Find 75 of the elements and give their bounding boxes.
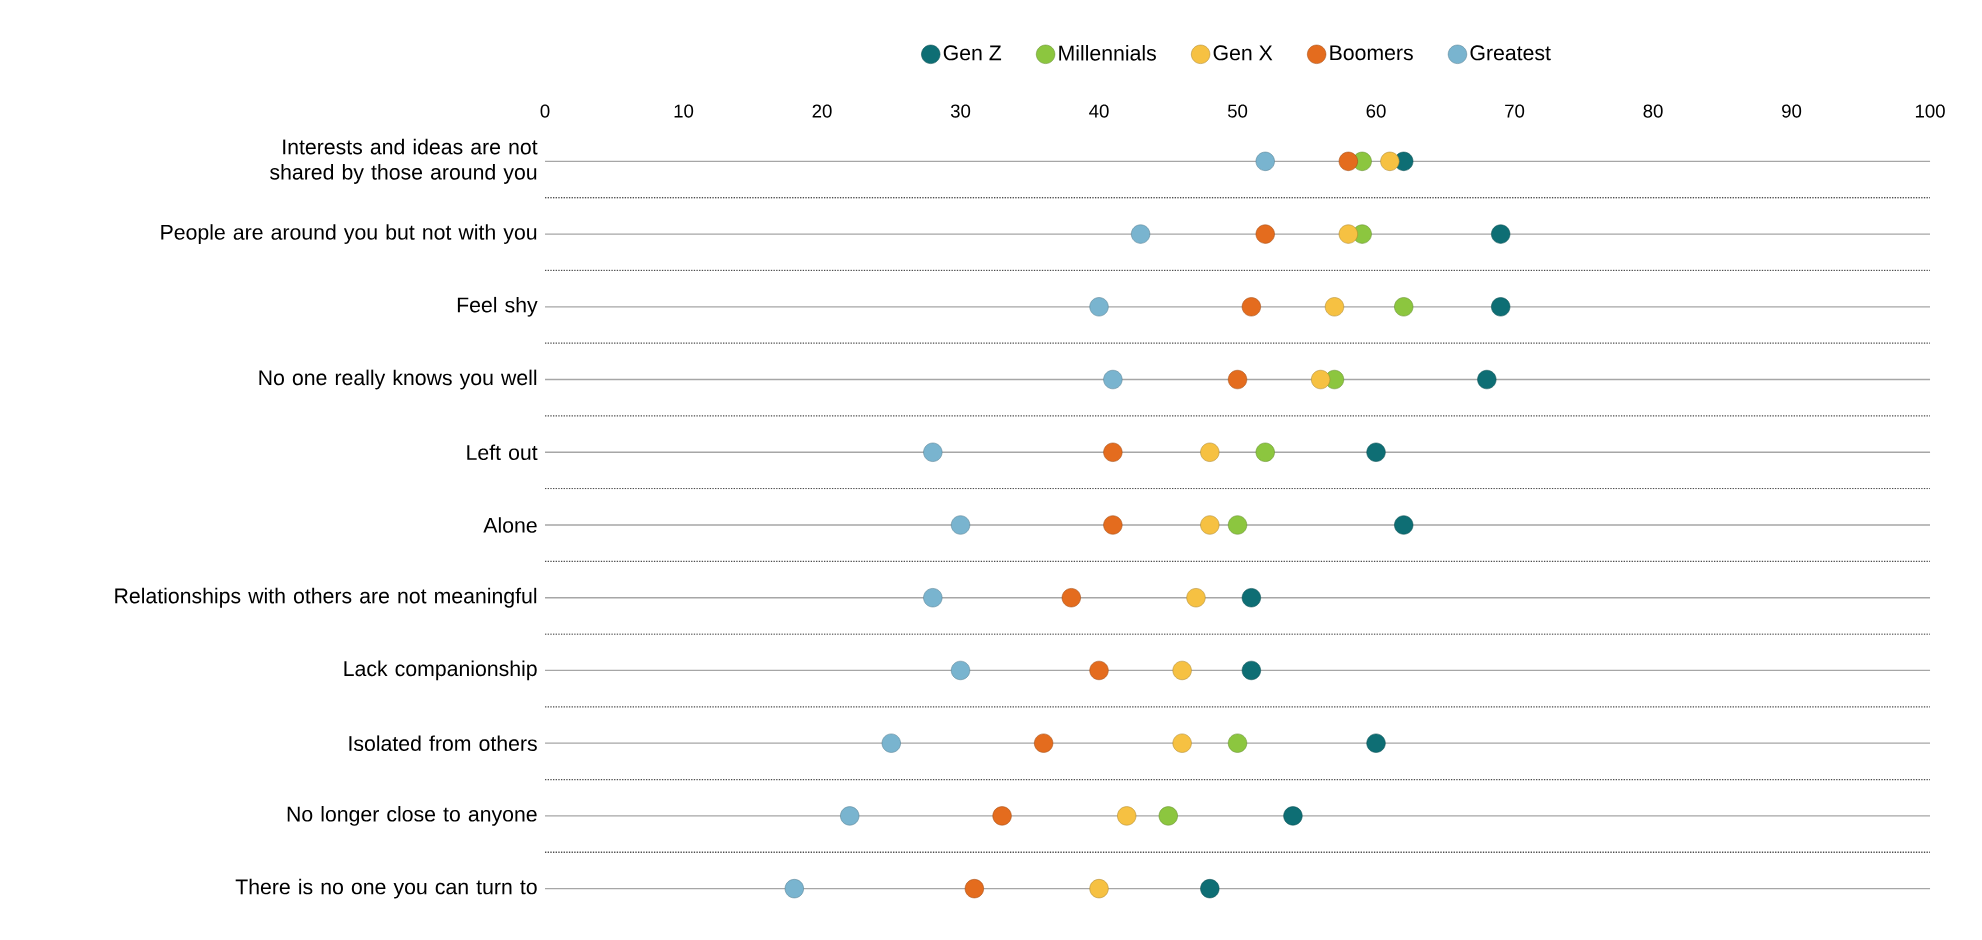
x-tick-label: 20 — [812, 104, 832, 118]
y-tick-label: No longer close to anyone — [287, 806, 537, 826]
x-tick-label: 10 — [674, 104, 694, 118]
point — [1241, 297, 1261, 317]
point — [1103, 442, 1123, 462]
x-tick-label: 50 — [1227, 104, 1248, 118]
point — [1061, 588, 1081, 608]
x-tick-label: 80 — [1643, 104, 1663, 118]
point — [784, 879, 804, 899]
y-tick-label: Relationships with others are not meaningful — [115, 587, 537, 608]
point — [923, 442, 943, 462]
x-tick-label: 30 — [950, 104, 971, 118]
legend-label: Greatest — [1470, 45, 1551, 61]
point — [1255, 151, 1275, 171]
point — [950, 660, 971, 681]
legend-label: Gen Z — [943, 45, 1002, 61]
point — [1200, 515, 1220, 535]
point — [1172, 660, 1192, 681]
point — [1034, 733, 1054, 753]
point — [1255, 442, 1275, 462]
point — [1366, 733, 1386, 753]
point — [1283, 806, 1303, 826]
point — [1089, 297, 1109, 317]
legend-label: Gen X — [1213, 45, 1273, 61]
point — [1241, 660, 1261, 681]
point — [1131, 224, 1151, 244]
point — [881, 733, 901, 753]
point — [1394, 515, 1414, 535]
point — [992, 806, 1012, 826]
point — [1366, 442, 1386, 462]
y-tick-label: There is no one you can turn to — [235, 878, 537, 899]
point — [840, 806, 860, 826]
point — [1089, 879, 1109, 899]
y-tick-label: Isolated from others — [349, 735, 537, 751]
point — [1338, 151, 1358, 171]
point — [1227, 515, 1248, 535]
legend-label: Boomers — [1330, 45, 1413, 61]
point — [1477, 369, 1497, 390]
y-tick-label: Alone — [483, 517, 537, 533]
x-tick-label: 60 — [1366, 104, 1386, 118]
point — [1380, 151, 1400, 171]
x-tick-label: 90 — [1782, 104, 1802, 118]
point — [923, 588, 943, 608]
y-tick-label: Feel shy — [457, 296, 538, 317]
point — [1255, 224, 1275, 244]
point — [1186, 588, 1206, 608]
y-tick-label: No one really knows you well — [259, 369, 537, 390]
point — [1311, 369, 1331, 390]
point — [1394, 297, 1414, 317]
point — [1200, 442, 1220, 462]
point — [1158, 806, 1178, 826]
point — [1103, 369, 1123, 390]
point — [1227, 369, 1248, 390]
y-tick-label: Left out — [467, 444, 538, 461]
point — [1227, 733, 1248, 753]
point — [1241, 588, 1261, 608]
y-tick-label: Interests and ideas are not shared by those around you — [270, 138, 538, 184]
x-tick-label: 100 — [1915, 104, 1945, 118]
point — [1172, 733, 1192, 753]
point — [1491, 297, 1511, 317]
point — [1089, 660, 1109, 681]
point — [1324, 297, 1345, 317]
point — [1338, 224, 1358, 244]
point — [1117, 806, 1137, 826]
x-tick-label: 0 — [540, 104, 550, 118]
y-tick-label: Lack companionship — [344, 660, 537, 681]
point — [950, 515, 971, 535]
legend-label: Millennials — [1059, 45, 1156, 61]
x-tick-label: 70 — [1505, 104, 1525, 118]
point — [1200, 879, 1220, 899]
point — [1103, 515, 1123, 535]
point — [1491, 224, 1511, 244]
x-tick-label: 40 — [1089, 104, 1109, 118]
point — [964, 879, 984, 899]
y-tick-label: People are around you but not with you — [161, 224, 537, 244]
